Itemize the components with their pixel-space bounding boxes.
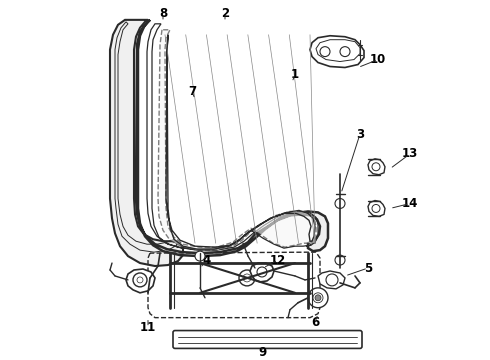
Circle shape (239, 270, 255, 286)
Circle shape (315, 295, 321, 301)
Polygon shape (126, 269, 155, 293)
Circle shape (137, 277, 143, 283)
Polygon shape (250, 263, 274, 282)
Text: 9: 9 (258, 346, 266, 359)
Polygon shape (158, 30, 316, 250)
Text: 6: 6 (311, 316, 319, 329)
Circle shape (133, 273, 147, 287)
Circle shape (320, 47, 330, 57)
Text: 14: 14 (402, 197, 418, 210)
Polygon shape (110, 20, 183, 266)
Circle shape (243, 274, 251, 282)
Circle shape (257, 267, 267, 277)
Circle shape (195, 251, 205, 261)
Polygon shape (368, 201, 385, 216)
Text: 10: 10 (370, 53, 386, 66)
Text: 11: 11 (140, 321, 156, 334)
Text: 5: 5 (364, 261, 372, 275)
Text: 4: 4 (203, 253, 211, 266)
Circle shape (326, 274, 338, 286)
Polygon shape (310, 36, 364, 67)
Text: 13: 13 (402, 147, 418, 160)
Text: 7: 7 (188, 85, 196, 98)
Circle shape (372, 204, 380, 212)
Polygon shape (368, 159, 385, 175)
Circle shape (335, 255, 345, 265)
Circle shape (313, 293, 323, 303)
Polygon shape (318, 271, 345, 289)
Text: 3: 3 (356, 127, 364, 140)
FancyBboxPatch shape (173, 330, 362, 348)
Text: 1: 1 (291, 68, 299, 81)
Text: 2: 2 (221, 8, 229, 21)
Text: 8: 8 (159, 8, 167, 21)
Circle shape (335, 198, 345, 208)
Circle shape (308, 288, 328, 308)
Circle shape (340, 47, 350, 57)
Text: 12: 12 (270, 253, 286, 266)
Circle shape (372, 163, 380, 171)
Polygon shape (136, 20, 328, 256)
